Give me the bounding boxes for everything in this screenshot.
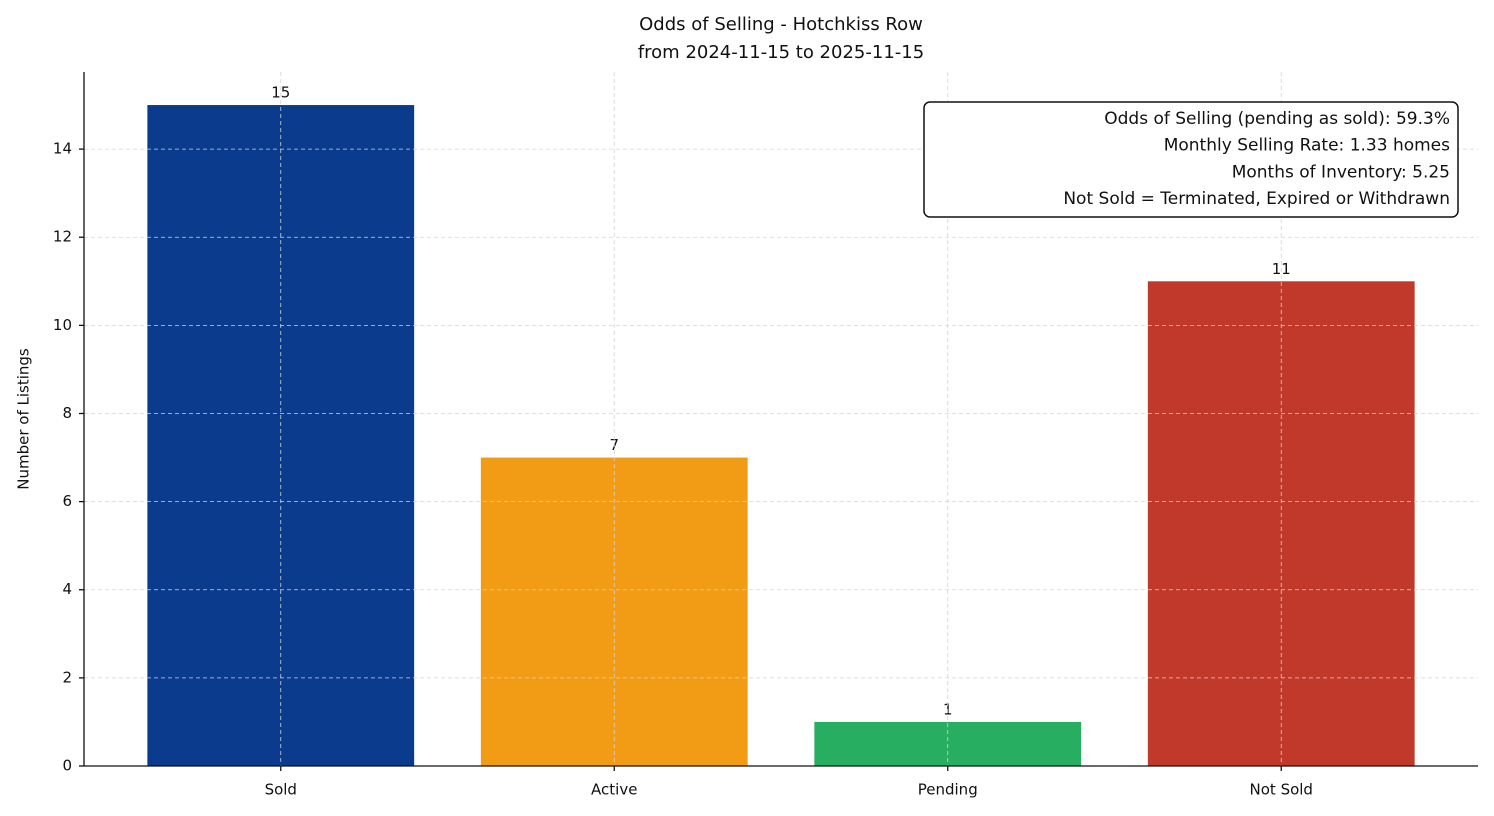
annotation-box xyxy=(923,101,1459,218)
chart-subtitle: from 2024-11-15 to 2025-11-15 xyxy=(638,42,924,63)
x-tick-label: Sold xyxy=(265,781,297,799)
y-tick-label: 14 xyxy=(53,140,72,158)
chart-title: Odds of Selling - Hotchkiss Row xyxy=(639,14,923,35)
y-tick-label: 0 xyxy=(62,757,72,775)
y-axis-label: Number of Listings xyxy=(15,348,33,490)
x-tick-label: Pending xyxy=(918,781,978,799)
annotation-line: Odds of Selling (pending as sold): 59.3% xyxy=(1104,109,1450,129)
x-tick-label: Not Sold xyxy=(1250,781,1313,799)
y-tick-label: 12 xyxy=(53,228,72,246)
bar xyxy=(147,105,415,767)
data-label: 15 xyxy=(271,84,290,102)
y-tick-label: 6 xyxy=(62,492,72,510)
x-tick-label: Active xyxy=(591,781,637,799)
y-tick-label: 8 xyxy=(62,404,72,422)
y-tick-label: 10 xyxy=(53,316,72,334)
annotation-line: Months of Inventory: 5.25 xyxy=(1232,162,1450,182)
annotation-line: Monthly Selling Rate: 1.33 homes xyxy=(1164,136,1450,156)
y-tick-label: 2 xyxy=(62,668,72,686)
annotation-line: Not Sold = Terminated, Expired or Withdr… xyxy=(1063,189,1450,209)
y-tick-label: 4 xyxy=(62,580,72,598)
